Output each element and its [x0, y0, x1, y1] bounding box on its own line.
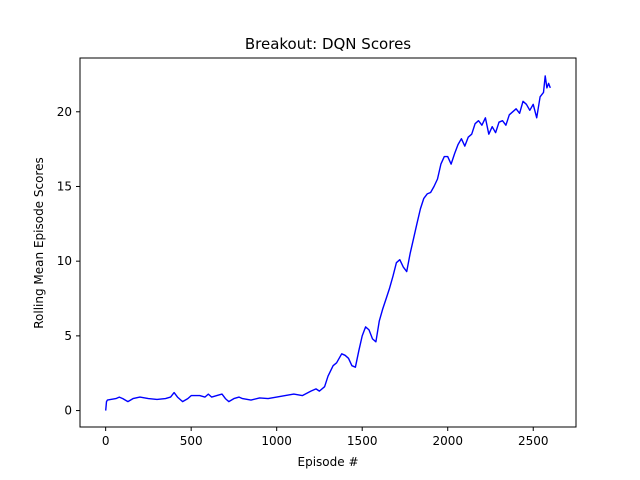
plot-frame [79, 57, 577, 428]
x-tick-label: 2500 [518, 434, 549, 448]
y-tick-label: 0 [64, 404, 72, 418]
x-tick-label: 0 [102, 434, 110, 448]
chart-title: Breakout: DQN Scores [245, 35, 411, 53]
x-axis: 0 500 1000 1500 2000 2500 [102, 427, 549, 448]
y-tick-label: 20 [57, 105, 72, 119]
x-tick-label: 1500 [347, 434, 378, 448]
x-tick-label: 2000 [432, 434, 463, 448]
series-line [105, 75, 551, 411]
x-tick-label: 1000 [261, 434, 292, 448]
x-axis-label: Episode # [298, 455, 359, 469]
x-tick-label: 500 [180, 434, 203, 448]
y-tick-label: 5 [64, 329, 72, 343]
y-tick-label: 10 [57, 254, 72, 268]
y-axis-label: Rolling Mean Episode Scores [32, 157, 46, 329]
y-tick-label: 15 [57, 179, 72, 193]
y-axis: 0 5 10 15 20 [57, 105, 80, 418]
